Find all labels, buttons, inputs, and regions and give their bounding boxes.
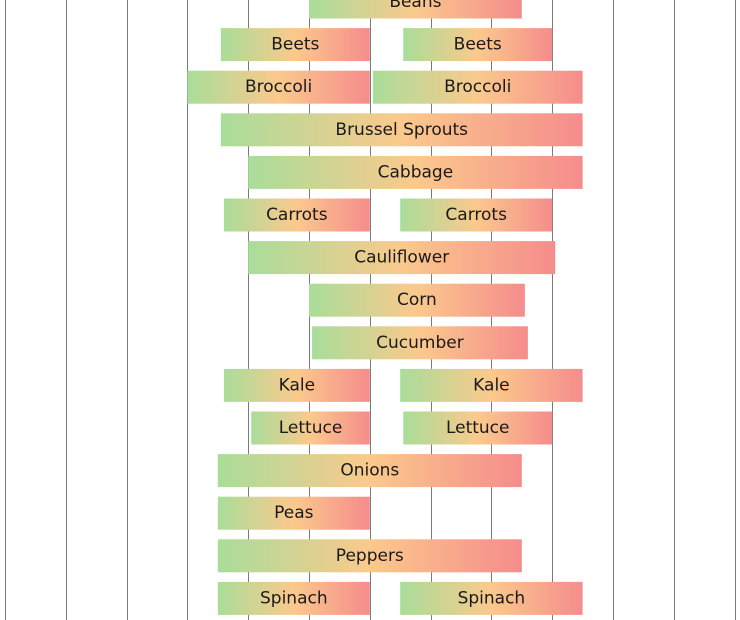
- bar-rect-onions: [217, 454, 522, 488]
- bar-label-cabbage: Cabbage: [378, 162, 454, 182]
- bar-label-beets: Beets: [271, 35, 319, 55]
- bar-rect-peppers: [217, 539, 522, 573]
- bar-broccoli: Broccoli: [187, 70, 370, 104]
- bar-rect-peas: [217, 496, 370, 530]
- bar-rect-beets: [403, 28, 553, 62]
- bar-label-cauliflower: Cauliflower: [354, 248, 449, 268]
- bar-rect-carrots: [223, 198, 370, 232]
- bar-label-lettuce: Lettuce: [446, 418, 510, 438]
- bar-carrots: Carrots: [400, 198, 553, 232]
- bar-label-corn: Corn: [397, 290, 437, 310]
- bar-rect-cucumber: [312, 326, 528, 360]
- bars: Beans Beets Beets Broccoli Broccoli Brussel S…: [187, 0, 583, 615]
- bar-onions: Onions: [217, 454, 522, 488]
- bar-label-brussel-sprouts: Brussel Sprouts: [335, 120, 468, 140]
- bar-rect-broccoli: [372, 70, 583, 104]
- bar-cauliflower: Cauliflower: [248, 241, 556, 275]
- bar-spinach: Spinach: [400, 581, 583, 615]
- bar-beets: Beets: [403, 28, 553, 62]
- bar-rect-beans: [309, 0, 522, 19]
- bar-beets: Beets: [220, 28, 370, 62]
- bar-rect-cabbage: [248, 155, 583, 189]
- bar-rect-carrots: [400, 198, 553, 232]
- bar-kale: Kale: [400, 368, 583, 402]
- bar-peas: Peas: [217, 496, 370, 530]
- bar-label-kale: Kale: [473, 375, 509, 395]
- bar-rect-spinach: [217, 581, 370, 615]
- bar-rect-beets: [220, 28, 370, 62]
- bar-cabbage: Cabbage: [248, 155, 583, 189]
- bar-cucumber: Cucumber: [312, 326, 528, 360]
- bar-lettuce: Lettuce: [403, 411, 553, 445]
- bar-label-kale: Kale: [279, 375, 315, 395]
- bar-rect-brussel-sprouts: [220, 113, 583, 147]
- bar-label-carrots: Carrots: [445, 205, 507, 225]
- bar-label-beets: Beets: [454, 35, 502, 55]
- bar-carrots: Carrots: [223, 198, 370, 232]
- bar-label-spinach: Spinach: [260, 588, 328, 608]
- bar-peppers: Peppers: [217, 539, 522, 573]
- bar-brussel-sprouts: Brussel Sprouts: [220, 113, 583, 147]
- bar-corn: Corn: [309, 283, 525, 317]
- bar-lettuce: Lettuce: [251, 411, 370, 445]
- bar-label-spinach: Spinach: [458, 588, 526, 608]
- bar-rect-broccoli: [187, 70, 370, 104]
- bar-label-peppers: Peppers: [336, 546, 404, 566]
- bar-rect-lettuce: [403, 411, 553, 445]
- bar-label-beans: Beans: [389, 0, 441, 12]
- bar-label-peas: Peas: [274, 503, 314, 523]
- bar-spinach: Spinach: [217, 581, 370, 615]
- bar-label-carrots: Carrots: [266, 205, 328, 225]
- bar-rect-corn: [309, 283, 525, 317]
- bar-label-broccoli: Broccoli: [444, 77, 511, 97]
- bar-rect-spinach: [400, 581, 583, 615]
- bar-label-broccoli: Broccoli: [245, 77, 312, 97]
- bar-kale: Kale: [223, 368, 370, 402]
- bar-rect-kale: [400, 368, 583, 402]
- bar-rect-lettuce: [251, 411, 370, 445]
- bar-label-lettuce: Lettuce: [279, 418, 343, 438]
- bar-broccoli: Broccoli: [372, 70, 583, 104]
- bar-beans: Beans: [309, 0, 522, 19]
- bar-label-onions: Onions: [340, 461, 399, 481]
- bar-rect-cauliflower: [248, 241, 556, 275]
- bar-rect-kale: [223, 368, 370, 402]
- bar-label-cucumber: Cucumber: [376, 333, 464, 353]
